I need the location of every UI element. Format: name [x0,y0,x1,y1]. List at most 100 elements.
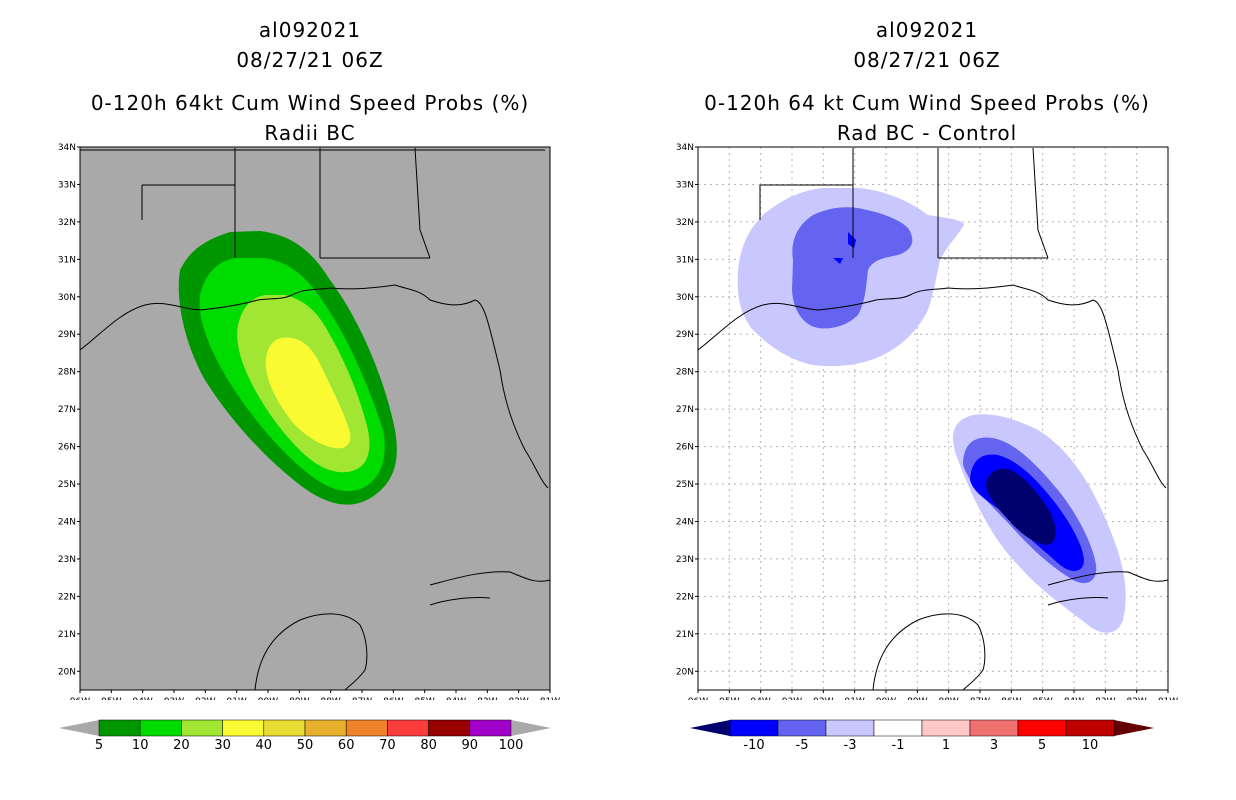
colorbar-swatch [1017,719,1067,737]
colorbar-label: 40 [256,738,273,753]
left-lon-label: 94W [132,697,152,700]
right-colorbar: -10 -5 -3 -1 1 3 5 10 [690,719,1154,753]
left-lon-label: 88W [320,697,340,700]
right-datetime: 08/27/21 06Z [853,48,1001,72]
left-lat-label: 25N [58,480,76,490]
colorbar-swatch [263,719,306,737]
prob-contour-30 [265,337,351,449]
right-lon-label: 81W [1158,697,1178,700]
left-lat-label: 24N [58,517,76,527]
left-lat-label: 27N [58,405,76,415]
right-product-title: 0-120h 64 kt Cum Wind Speed Probs (%) [704,91,1150,115]
right-lat-label: 22N [676,592,694,602]
left-lon-label: 89W [289,697,309,700]
colorbar-swatch [969,719,1019,737]
right-lon-label: 84W [1064,697,1084,700]
right-lon-label: 96W [688,697,708,700]
right-map: 34N 33N 32N 31N 30N 29N 28N 27N 26N 25N 24N 23N 22N 2… [676,143,1178,700]
colorbar-swatch [1065,719,1115,737]
right-lat-label: 20N [676,667,694,677]
left-lat-label: 22N [58,592,76,602]
right-lat-label: 24N [676,517,694,527]
left-lat-label: 31N [58,255,76,265]
right-lat-label: 31N [676,255,694,265]
colorbar-swatch [387,719,429,737]
colorbar-swatch [345,719,388,737]
left-lon-label: 95W [101,697,121,700]
left-map-frame [79,146,551,691]
left-colorbar: 5 10 20 30 40 50 60 70 80 90 100 [59,719,551,753]
right-lon-label: 85W [1032,697,1052,700]
left-lon-label: 91W [226,697,246,700]
colorbar-label: -3 [844,738,857,753]
left-lat-label: 32N [58,218,76,228]
colorbar-label: 10 [1082,738,1099,753]
left-map: 34N 33N 32N 31N 30N 29N 28N 27N 26N 25N 24N 23N 22N 2… [58,143,560,700]
right-lat-label: 21N [676,630,694,640]
left-datetime: 08/27/21 06Z [236,48,384,72]
left-lat-label: 21N [58,630,76,640]
colorbar-label: 70 [379,738,396,753]
colorbar-swatch [873,719,923,737]
colorbar-high-arrow [511,720,551,736]
right-lat-label: 29N [676,330,694,340]
right-subtitle: Rad BC - Control [836,121,1018,145]
left-lat-labels: 34N 33N 32N 31N 30N 29N 28N 27N 26N 25N 24N 23N 22N 2… [58,143,80,677]
diff-contour-minus10-south [986,468,1056,545]
right-difference-contours [737,188,1126,633]
right-lon-label: 93W [782,697,802,700]
colorbar-swatch [921,719,971,737]
right-lat-label: 33N [676,180,694,190]
left-lon-label: 92W [195,697,215,700]
left-lon-labels: 96W 95W 94W 93W 92W 91W 90W 89W 88W 87W 86W 85W 84W 8… [70,690,560,700]
left-lon-label: 84W [446,697,466,700]
colorbar-swatch [729,719,779,737]
colorbar-label: -1 [892,738,905,753]
right-lon-label: 94W [750,697,770,700]
right-lon-label: 91W [844,697,864,700]
right-lon-label: 86W [1001,697,1021,700]
right-lat-label: 34N [676,143,694,153]
right-lon-labels: 96W 95W 94W 93W 92W 91W 90W 89W 88W 87W 86W 85W 84W 8… [688,690,1178,700]
left-storm-id: al092021 [258,18,362,42]
right-lon-label: 88W [938,697,958,700]
diff-contour-minus3-north [792,207,913,329]
right-lat-labels: 34N 33N 32N 31N 30N 29N 28N 27N 26N 25N 24N 23N 22N 2… [676,143,698,677]
left-lon-label: 86W [383,697,403,700]
left-lon-label: 90W [258,697,278,700]
colorbar-label: 1 [942,738,950,753]
colorbar-swatch [181,719,223,737]
colorbar-label: 3 [990,738,998,753]
right-lon-label: 89W [907,697,927,700]
right-lat-label: 26N [676,443,694,453]
colorbar-low-arrow [59,720,99,736]
colorbar-label: 100 [499,738,524,753]
colorbar-swatch [222,719,265,737]
left-lon-label: 83W [477,697,497,700]
right-lat-label: 27N [676,405,694,415]
right-lat-label: 30N [676,293,694,303]
right-lon-label: 92W [813,697,833,700]
colorbar-label: 30 [214,738,231,753]
right-lat-label: 32N [676,218,694,228]
colorbar-swatch [304,719,347,737]
right-lat-label: 23N [676,555,694,565]
right-lat-label: 25N [676,480,694,490]
colorbar-label: 80 [420,738,437,753]
right-lon-label: 90W [876,697,896,700]
left-lat-label: 30N [58,293,76,303]
colorbar-label: 90 [462,738,479,753]
right-storm-id: al092021 [875,18,979,42]
right-lon-label: 83W [1095,697,1115,700]
left-lon-label: 96W [70,697,90,700]
colorbar-swatch [469,719,512,737]
left-lon-label: 85W [414,697,434,700]
left-lat-label: 23N [58,555,76,565]
left-lon-label: 93W [164,697,184,700]
right-lon-label: 87W [970,697,990,700]
right-lon-label: 95W [719,697,739,700]
colorbar-swatch [139,719,182,737]
colorbar-label: -5 [796,738,809,753]
colorbar-swatch [825,719,875,737]
left-lon-label: 81W [540,697,560,700]
